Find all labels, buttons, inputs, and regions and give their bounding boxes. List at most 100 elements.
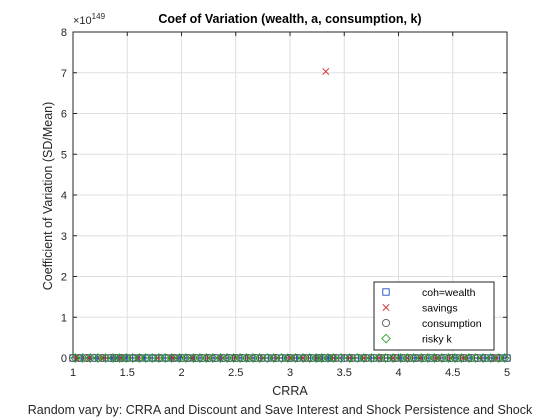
data-point [298,353,308,363]
data-point [215,353,226,363]
y-tick-label: 5 [61,149,67,161]
data-point [241,353,252,363]
data-point [485,353,496,363]
data-point [177,353,186,363]
data-point [77,353,88,363]
data-point [405,353,414,363]
data-point [373,354,381,362]
data-point [425,353,435,363]
data-point [248,353,258,363]
x-tick-label: 1.5 [120,367,135,379]
data-point [437,353,447,363]
legend-entry: coh=wealth [382,287,476,299]
data-point [166,353,177,363]
data-point [352,353,363,363]
data-point [160,353,171,363]
data-point [195,353,205,363]
data-point [228,353,239,363]
data-point [254,353,265,363]
data-point [377,353,386,363]
data-point [208,353,218,363]
y-tick-label: 8 [61,27,67,39]
legend-box [373,281,495,351]
legend-marker [381,333,391,344]
data-point [322,68,330,76]
data-point [358,353,369,363]
data-point [460,354,468,362]
data-point [276,353,287,363]
data-point [307,353,316,363]
legend-marker [381,318,391,328]
data-point [68,353,78,363]
x-tick-label: 2 [178,367,184,379]
legend-label: consumption [422,318,482,330]
data-point [93,353,103,363]
legend-marker [382,288,390,296]
data-point [222,353,232,363]
data-point [218,353,227,363]
data-point [402,353,413,363]
data-point [290,353,301,363]
data-point [154,354,162,362]
data-point [477,354,485,362]
data-point [347,353,356,363]
data-point [267,354,276,362]
y-axis-label: Coefficient of Variation (SD/Mean) [41,102,55,291]
data-point [191,353,200,363]
y-tick-label: 0 [61,353,67,365]
data-point [464,353,474,363]
data-point [153,353,164,363]
data-point [335,354,343,362]
y-tick-label: 2 [61,272,67,284]
x-tick-label: 1 [70,367,76,379]
data-point [484,354,493,362]
data-point [70,353,81,363]
data-points [68,68,512,363]
data-point [127,353,138,363]
data-point [147,353,158,363]
data-point [440,353,449,363]
data-point [467,353,476,363]
data-point [336,353,346,363]
data-point [499,353,510,363]
data-point [493,353,504,363]
data-point [470,353,481,363]
legend-entry: consumption [381,318,482,330]
x-tick-label: 4.5 [445,367,460,379]
data-point [314,353,323,363]
legend-label: savings [422,303,458,315]
data-point [304,353,315,363]
legend-entry: savings [382,303,458,315]
data-point [432,354,440,362]
data-point [443,353,454,363]
y-axis-multiplier: ×10149 [73,12,106,27]
data-point [244,353,253,363]
data-point [198,353,207,363]
data-point [328,353,339,363]
data-point [231,353,240,363]
data-point [499,354,507,362]
data-point [106,353,116,363]
data-point [419,353,428,363]
data-point [262,353,273,363]
data-point [134,353,145,363]
data-point [366,353,377,363]
data-point [422,353,433,363]
data-point [98,353,107,363]
x-tick-label: 3 [287,367,293,379]
legend-marker [382,303,390,312]
data-point [257,353,266,363]
data-point [114,353,125,363]
data-point [204,353,213,363]
y-tick-label: 6 [61,109,67,121]
data-point [134,354,142,362]
data-point [225,353,234,363]
y-multiplier-base: ×10 [73,15,92,27]
data-point [271,353,280,363]
data-point [388,353,398,363]
y-tick-label: 4 [61,190,67,202]
legend-entry: risky k [381,333,452,346]
legend: coh=wealth savings consumption risky k [373,281,495,351]
data-point [282,353,293,363]
